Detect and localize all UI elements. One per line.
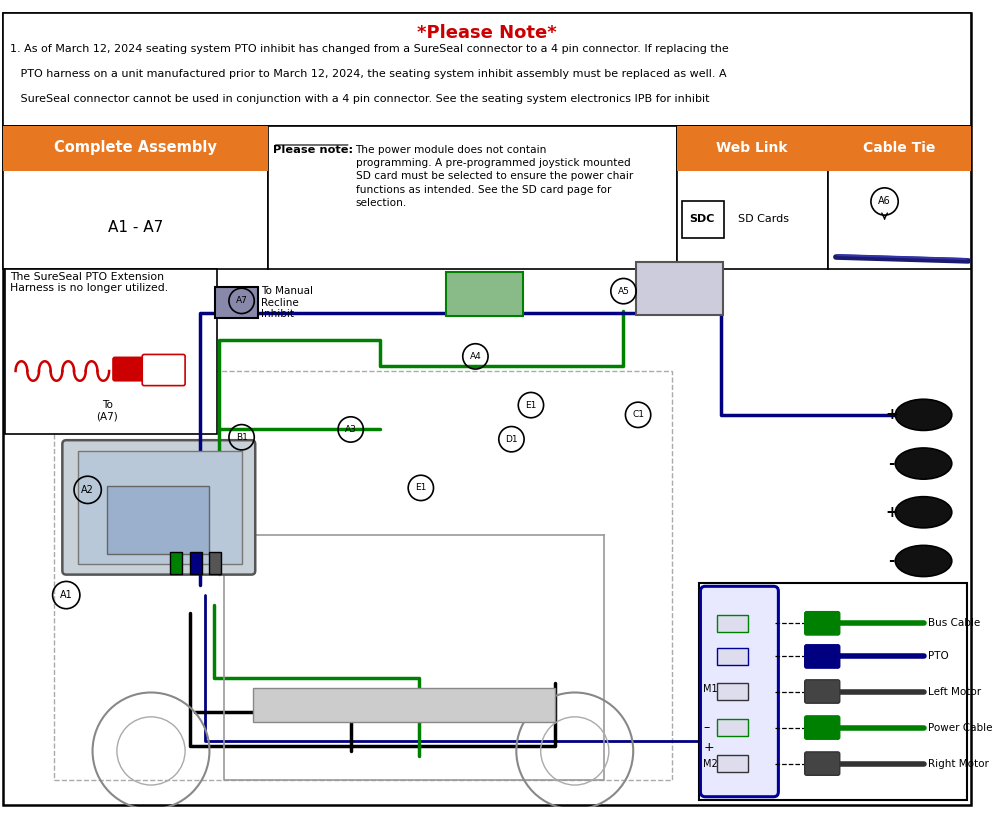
Text: A4: A4 [470,352,481,361]
Ellipse shape [895,497,952,528]
Bar [253,688,555,721]
Text: C1: C1 [632,411,644,420]
Bar [107,486,209,554]
FancyBboxPatch shape [805,612,840,635]
Text: -: - [888,554,895,569]
Bar [717,614,748,632]
Bar [170,552,182,573]
Text: Complete Assembly: Complete Assembly [54,141,217,155]
Text: M1: M1 [703,684,718,694]
FancyBboxPatch shape [142,354,185,385]
FancyBboxPatch shape [62,440,255,574]
FancyBboxPatch shape [805,716,840,739]
Bar [190,552,202,573]
Text: Cable Tie: Cable Tie [863,141,935,155]
Text: +: + [703,740,714,753]
Bar [717,648,748,665]
Ellipse shape [895,399,952,430]
Text: E1: E1 [415,483,427,492]
FancyBboxPatch shape [446,272,523,317]
Bar [682,200,724,237]
Text: –: – [703,721,710,734]
Text: PTO: PTO [928,651,949,662]
Bar [677,125,828,171]
FancyBboxPatch shape [805,680,840,703]
FancyBboxPatch shape [805,752,840,775]
Ellipse shape [895,448,952,479]
Text: SD Cards: SD Cards [738,214,789,224]
Text: SureSeal connector cannot be used in conjunction with a 4 pin connector. See the: SureSeal connector cannot be used in con… [10,94,709,105]
Text: The power module does not contain
programming. A pre-programmed joystick mounted: The power module does not contain progra… [356,145,633,208]
Text: A5: A5 [618,286,629,295]
Text: A2: A2 [81,485,94,495]
FancyBboxPatch shape [636,262,723,314]
Text: M2: M2 [703,758,718,769]
FancyBboxPatch shape [113,357,144,380]
Text: 1. As of March 12, 2024 seating system PTO inhibit has changed from a SureSeal c: 1. As of March 12, 2024 seating system P… [10,43,728,54]
Text: Left Motor: Left Motor [928,686,982,696]
Bar [5,269,217,434]
Text: The SureSeal PTO Extension
Harness is no longer utilized.: The SureSeal PTO Extension Harness is no… [10,272,168,293]
Text: Web Link: Web Link [716,141,788,155]
Text: Right Motor: Right Motor [928,758,989,769]
Text: SDC: SDC [690,214,715,224]
Bar [717,683,748,700]
Text: Power Cable: Power Cable [928,722,993,733]
Bar [268,125,677,269]
Text: A3: A3 [345,425,357,434]
FancyBboxPatch shape [215,287,258,318]
Text: E1: E1 [525,401,537,410]
FancyBboxPatch shape [805,645,840,668]
Bar [209,552,221,573]
FancyBboxPatch shape [700,587,778,797]
Bar [3,125,268,269]
Text: Bus Cable: Bus Cable [928,618,981,628]
Text: D1: D1 [505,434,518,443]
Text: -: - [888,456,895,471]
Bar [3,13,971,125]
Bar [78,451,242,564]
Bar [54,371,672,780]
Text: A1: A1 [60,590,73,600]
Bar [699,583,967,800]
Bar [717,719,748,736]
Bar [3,125,268,171]
Bar [677,125,828,269]
Text: Please note:: Please note: [273,145,353,155]
Text: To Manual
Recline
Inhibit: To Manual Recline Inhibit [261,286,313,320]
Text: *Please Note*: *Please Note* [417,25,557,43]
Text: A1 - A7: A1 - A7 [108,220,163,236]
Bar [828,125,971,171]
Text: A6: A6 [878,196,891,206]
Bar [717,755,748,772]
Text: To
(A7): To (A7) [96,400,118,422]
Text: PTO harness on a unit manufactured prior to March 12, 2024, the seating system i: PTO harness on a unit manufactured prior… [10,69,726,79]
Ellipse shape [895,546,952,577]
Text: +: + [885,407,898,422]
Text: +: + [885,505,898,519]
Bar [828,125,971,269]
Text: A7: A7 [236,296,248,305]
Text: B1: B1 [236,433,248,442]
